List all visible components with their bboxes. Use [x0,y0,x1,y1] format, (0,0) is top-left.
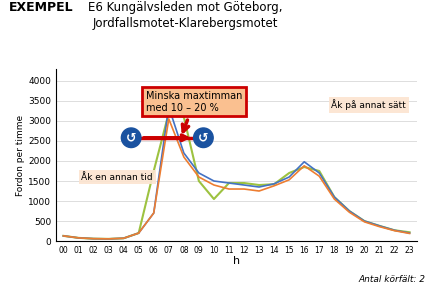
2012 [226,181,231,185]
2013 [76,236,81,240]
2012 [362,219,367,223]
2014 [286,171,292,175]
2012 [332,195,337,199]
2014 [301,165,307,169]
2012 [91,237,96,241]
2012 [347,209,352,213]
2012 [136,231,141,235]
2014 [392,228,397,232]
Y-axis label: Fordon per timme: Fordon per timme [16,115,25,195]
2012 [377,224,382,228]
2013 [151,211,157,215]
Text: Minska maxtimman
med 10 – 20 %: Minska maxtimman med 10 – 20 % [146,91,243,131]
2014 [256,183,261,187]
2013 [332,197,337,201]
2014 [212,197,216,201]
Ellipse shape [194,128,213,148]
Text: Antal körfält: 2: Antal körfält: 2 [359,275,426,284]
2014 [362,219,367,223]
2013 [226,187,231,191]
2013 [301,164,307,168]
2014 [151,169,157,173]
Line: 2013: 2013 [64,119,409,239]
Ellipse shape [121,128,141,148]
2012 [286,175,292,179]
2012 [392,228,397,232]
2014 [316,169,322,173]
2012 [151,211,157,215]
2014 [377,224,382,228]
2012 [61,234,66,238]
2014 [196,179,201,183]
2012 [166,105,171,109]
2014 [136,231,141,235]
2013 [286,178,292,182]
Text: ↺: ↺ [126,131,136,144]
Text: Åk en annan tid: Åk en annan tid [82,172,153,181]
2014 [61,234,66,238]
2012 [272,182,277,185]
2012 [241,183,246,187]
2014 [181,115,187,119]
2014 [272,183,277,186]
2013 [166,117,171,121]
2012 [196,171,201,175]
2012 [256,185,261,189]
2013 [392,229,397,232]
Text: Åk på annat sätt: Åk på annat sätt [331,100,406,110]
2014 [106,237,111,241]
2012 [212,179,216,183]
2012 [76,236,81,240]
2014 [241,181,246,185]
2013 [196,175,201,179]
2014 [166,111,171,115]
2013 [91,237,96,241]
2013 [407,232,412,235]
2013 [272,184,277,187]
2014 [226,181,231,185]
Text: E6 Kungälvsleden mot Göteborg,
Jordfallsmotet-Klarebergsmotet: E6 Kungälvsleden mot Göteborg, Jordfalls… [88,1,282,30]
2013 [377,225,382,228]
2014 [347,209,352,213]
2012 [301,160,307,164]
2013 [106,237,111,241]
2013 [121,236,126,240]
2014 [332,195,337,199]
2012 [121,236,126,240]
Line: 2014: 2014 [64,113,409,239]
2013 [316,174,322,178]
2012 [181,151,187,155]
Line: 2012: 2012 [64,107,409,239]
2014 [407,230,412,234]
2014 [121,236,126,240]
Text: EXEMPEL: EXEMPEL [9,1,73,14]
2013 [256,189,261,193]
2012 [106,237,111,241]
2013 [61,234,66,238]
2013 [181,155,187,159]
2014 [91,237,96,241]
2014 [76,236,81,240]
Text: ↺: ↺ [198,131,209,144]
2013 [241,187,246,191]
2012 [316,171,322,175]
2013 [212,183,216,187]
2013 [136,231,141,235]
2012 [407,231,412,235]
2013 [347,211,352,214]
X-axis label: h: h [233,256,240,266]
2013 [362,220,367,224]
